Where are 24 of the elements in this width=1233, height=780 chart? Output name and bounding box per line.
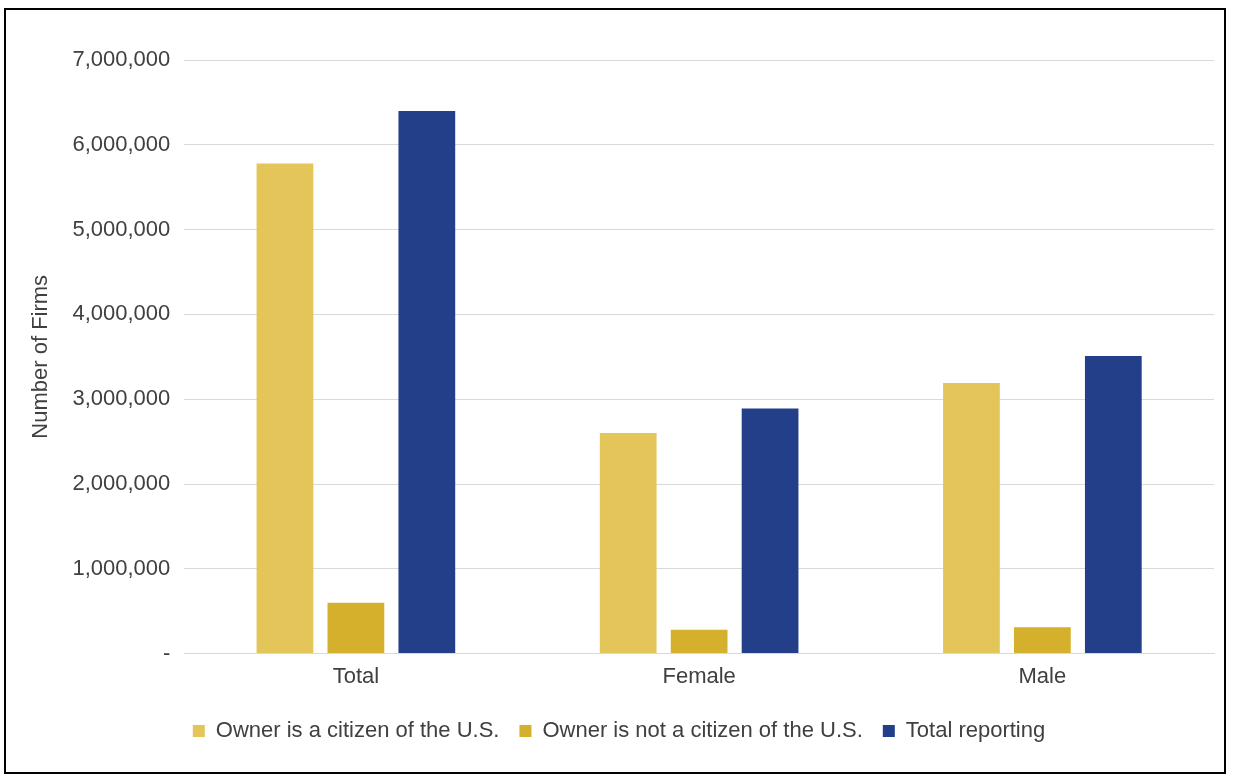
y-axis-title: Number of Firms bbox=[27, 274, 53, 439]
bar bbox=[327, 602, 385, 654]
y-tick-label: 5,000,000 bbox=[72, 215, 171, 241]
bar bbox=[398, 110, 456, 654]
legend-label: Owner is a citizen of the U.S. bbox=[215, 717, 500, 743]
bar bbox=[741, 408, 799, 654]
y-tick-label: 6,000,000 bbox=[72, 130, 171, 156]
y-tick-label: - bbox=[162, 639, 171, 665]
legend-label: Owner is not a citizen of the U.S. bbox=[542, 717, 863, 743]
bar bbox=[599, 433, 657, 654]
bar bbox=[1084, 355, 1142, 654]
bar bbox=[1014, 627, 1071, 654]
x-tick-label: Total bbox=[332, 662, 380, 688]
x-tick-label: Female bbox=[662, 662, 736, 688]
bar bbox=[256, 163, 314, 654]
bar bbox=[670, 629, 728, 654]
y-tick-label: 3,000,000 bbox=[72, 385, 171, 411]
y-tick-label: 1,000,000 bbox=[72, 554, 171, 580]
y-tick-label: 4,000,000 bbox=[72, 300, 171, 326]
bar bbox=[943, 383, 1000, 654]
y-tick-label: 7,000,000 bbox=[72, 46, 171, 72]
y-tick-label: 2,000,000 bbox=[72, 470, 171, 496]
x-tick-label: Male bbox=[1018, 662, 1067, 688]
legend-label: Total reporting bbox=[905, 717, 1046, 743]
